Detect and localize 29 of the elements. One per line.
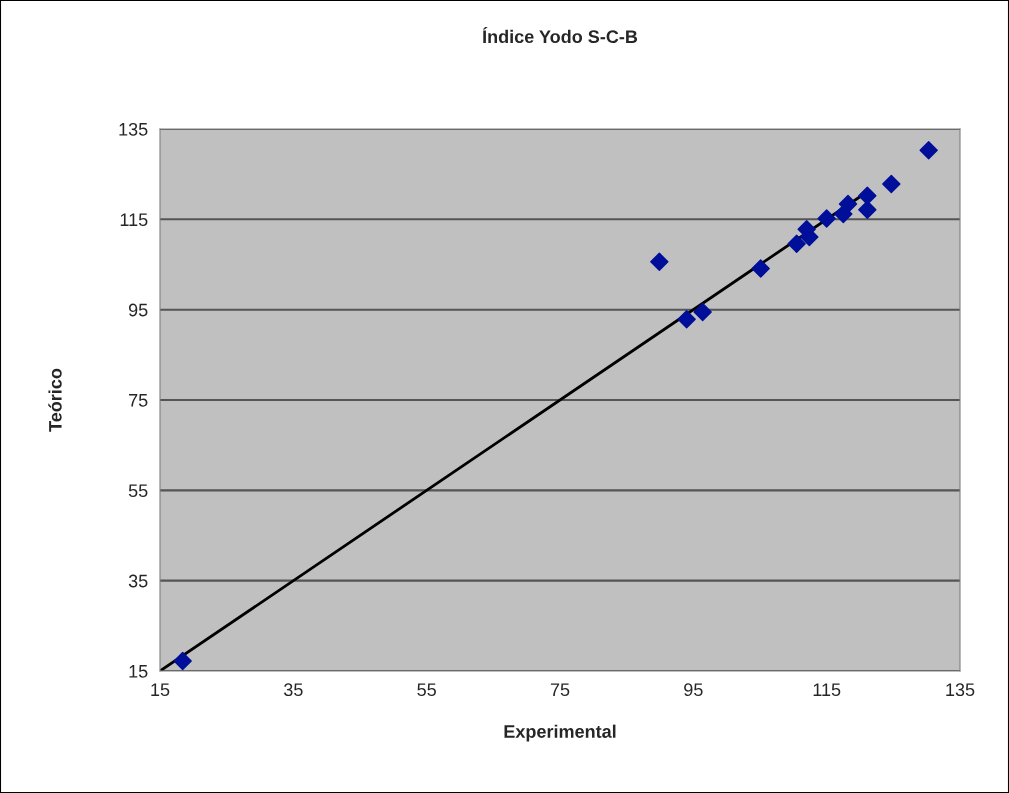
x-tick-label: 115 (813, 683, 841, 697)
x-tick-label: 75 (550, 683, 570, 697)
point (817, 209, 836, 228)
point (677, 309, 696, 329)
point (858, 200, 877, 220)
point (858, 186, 877, 206)
y-tick-label: 75 (129, 394, 148, 407)
point (919, 141, 938, 160)
point (650, 252, 669, 271)
y-tick-label: 135 (119, 122, 148, 136)
y-tick-label: 95 (128, 303, 148, 317)
y-tick-label: 115 (120, 213, 148, 227)
point (173, 651, 192, 671)
y-tick-label: 15 (129, 665, 148, 678)
point (693, 302, 712, 322)
x-tick-label: 35 (283, 683, 303, 697)
x-tick-label: 135 (946, 683, 975, 697)
y-axis-title: Teórico (48, 368, 62, 432)
point (787, 234, 806, 253)
x-tick-label: 15 (151, 683, 170, 697)
x-tick-label: 55 (417, 683, 436, 697)
point (838, 194, 858, 214)
y-tick-label: 35 (128, 574, 148, 588)
point (882, 174, 901, 194)
chart-title: Índice Yodo S-C-B (483, 26, 638, 44)
y-tick-label: 55 (128, 484, 148, 498)
x-tick-label: 95 (684, 683, 703, 697)
point (751, 259, 770, 278)
x-axis-title: Experimental (504, 724, 616, 742)
